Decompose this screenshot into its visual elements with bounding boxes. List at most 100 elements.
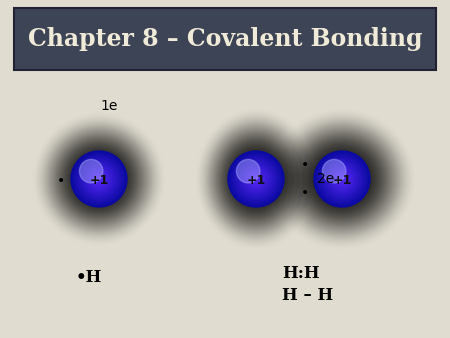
Ellipse shape <box>308 147 376 211</box>
Ellipse shape <box>228 147 284 211</box>
Ellipse shape <box>86 165 112 193</box>
Circle shape <box>335 172 349 186</box>
Ellipse shape <box>306 144 378 214</box>
Ellipse shape <box>296 135 388 223</box>
Text: Chapter 8 – Covalent Bonding: Chapter 8 – Covalent Bonding <box>28 27 422 51</box>
Circle shape <box>322 160 362 199</box>
Circle shape <box>249 172 262 186</box>
Ellipse shape <box>81 161 117 197</box>
Circle shape <box>77 158 121 200</box>
Ellipse shape <box>334 172 350 186</box>
Ellipse shape <box>239 160 273 198</box>
Ellipse shape <box>293 132 391 226</box>
Circle shape <box>236 160 275 199</box>
Ellipse shape <box>252 174 260 184</box>
Ellipse shape <box>66 146 132 212</box>
Ellipse shape <box>312 150 372 208</box>
Ellipse shape <box>301 139 383 219</box>
Circle shape <box>238 161 274 197</box>
Ellipse shape <box>225 143 287 215</box>
Ellipse shape <box>317 155 367 203</box>
Ellipse shape <box>67 147 131 211</box>
Ellipse shape <box>331 168 353 190</box>
Circle shape <box>244 167 268 191</box>
Circle shape <box>327 164 357 194</box>
Ellipse shape <box>243 165 268 193</box>
Ellipse shape <box>248 169 264 189</box>
Ellipse shape <box>243 163 270 195</box>
Circle shape <box>333 171 351 187</box>
Ellipse shape <box>82 162 116 196</box>
Circle shape <box>328 165 356 193</box>
Text: H:H: H:H <box>282 265 320 282</box>
Ellipse shape <box>215 131 297 227</box>
Circle shape <box>95 175 103 183</box>
Circle shape <box>254 177 258 181</box>
Ellipse shape <box>229 148 283 210</box>
Ellipse shape <box>97 177 101 181</box>
Ellipse shape <box>55 135 143 223</box>
Circle shape <box>322 160 346 183</box>
Circle shape <box>90 171 108 187</box>
Circle shape <box>240 163 272 195</box>
Ellipse shape <box>217 134 295 224</box>
Ellipse shape <box>311 149 373 209</box>
Ellipse shape <box>250 172 262 186</box>
Circle shape <box>231 154 281 204</box>
Ellipse shape <box>298 137 386 221</box>
Circle shape <box>98 178 100 180</box>
Ellipse shape <box>93 173 105 185</box>
Ellipse shape <box>76 156 122 202</box>
Ellipse shape <box>320 158 365 200</box>
Circle shape <box>89 169 109 189</box>
Circle shape <box>247 170 266 188</box>
Circle shape <box>75 155 123 203</box>
Circle shape <box>340 177 344 181</box>
Ellipse shape <box>221 138 291 220</box>
Ellipse shape <box>302 141 382 217</box>
Circle shape <box>71 151 127 207</box>
Circle shape <box>241 164 271 194</box>
Text: •: • <box>301 158 309 172</box>
Circle shape <box>94 173 104 185</box>
Ellipse shape <box>318 156 366 202</box>
Ellipse shape <box>68 148 130 210</box>
Circle shape <box>85 165 113 193</box>
Circle shape <box>329 166 355 192</box>
Ellipse shape <box>86 167 112 191</box>
Ellipse shape <box>337 174 347 184</box>
Ellipse shape <box>313 151 371 207</box>
Ellipse shape <box>57 137 141 221</box>
Ellipse shape <box>303 142 381 216</box>
Ellipse shape <box>310 148 374 210</box>
Text: 2e: 2e <box>317 172 334 186</box>
Ellipse shape <box>60 141 138 218</box>
Circle shape <box>76 156 122 201</box>
Circle shape <box>331 168 353 190</box>
Ellipse shape <box>219 136 293 222</box>
Circle shape <box>86 166 112 192</box>
Circle shape <box>96 176 102 182</box>
Ellipse shape <box>300 138 384 220</box>
Ellipse shape <box>80 160 118 198</box>
Ellipse shape <box>72 152 126 206</box>
Ellipse shape <box>226 144 286 214</box>
Ellipse shape <box>329 167 355 191</box>
Circle shape <box>236 160 260 183</box>
Ellipse shape <box>232 151 280 207</box>
Circle shape <box>332 169 352 189</box>
Circle shape <box>255 178 257 180</box>
Ellipse shape <box>63 143 135 215</box>
Circle shape <box>334 171 350 187</box>
Circle shape <box>324 161 360 197</box>
Ellipse shape <box>338 175 346 183</box>
Circle shape <box>72 152 126 206</box>
Circle shape <box>81 161 117 197</box>
Circle shape <box>92 172 106 186</box>
Circle shape <box>318 155 366 203</box>
Circle shape <box>234 158 278 200</box>
Ellipse shape <box>324 162 360 196</box>
Ellipse shape <box>54 134 144 224</box>
Ellipse shape <box>339 176 345 182</box>
Ellipse shape <box>327 165 357 193</box>
